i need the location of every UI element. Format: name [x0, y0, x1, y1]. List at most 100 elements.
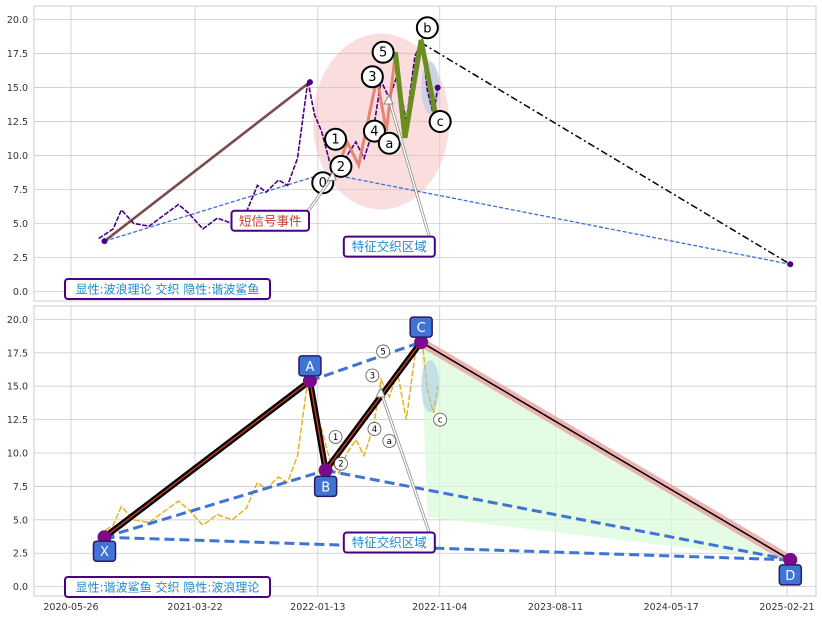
x-tick-label: 2024-05-17: [644, 602, 699, 613]
price-line-bottom: [98, 336, 439, 536]
harmonic-leg-core-XA: [104, 380, 311, 538]
price-line: [98, 36, 439, 240]
interweave-top-arrow-head: [383, 93, 394, 105]
harmonic-dashed-AC: [309, 340, 422, 383]
small-wave-text: 2: [338, 460, 343, 470]
wave-label-text: 0: [319, 176, 327, 191]
endpoint-dot: [101, 238, 108, 245]
wave-label-circle: [377, 131, 401, 155]
wave-label-circle: [371, 40, 395, 64]
small-wave-circle: [365, 368, 380, 383]
small-wave-text: 1: [333, 433, 338, 443]
wave-label-text: 3: [368, 70, 376, 85]
small-wave-text: c: [438, 416, 443, 426]
harmonic-point-B: [318, 463, 333, 478]
legend-text: 显性:波浪理论 交织 隐性:谐波鲨鱼: [76, 282, 260, 297]
y-tick-label: 7.5: [13, 185, 28, 196]
wave-label-text: c: [437, 115, 444, 130]
y-tick-label: 2.5: [13, 549, 28, 560]
harmonic-label-text: X: [100, 545, 109, 560]
wave-label-text: 5: [379, 46, 387, 61]
short-signal-arrow-head: [325, 170, 337, 182]
small-wave-circle: [433, 412, 448, 427]
y-tick-label: 10.0: [7, 151, 28, 162]
small-wave-text: 3: [370, 371, 375, 381]
x-tick-label: 2021-03-22: [167, 602, 222, 613]
y-tick-label: 5.0: [13, 219, 28, 230]
wave-label-text: 2: [337, 160, 345, 175]
short-signal-text: 短信号事件: [239, 213, 302, 228]
small-wave-text: 5: [380, 347, 385, 357]
legend-text-bottom: 显性:谐波鲨鱼 交织 隐性:波浪理论: [76, 580, 260, 595]
y-tick-label: 17.5: [7, 49, 28, 60]
harmonic-label-box: [313, 475, 338, 498]
small-wave-circle: [382, 434, 397, 448]
impulse-wave-line: [334, 52, 397, 176]
endpoint-dot: [306, 79, 313, 86]
y-tick-label: 12.5: [7, 117, 28, 128]
small-wave-circle: [376, 344, 391, 359]
x-tick-label: 2023-08-11: [528, 602, 583, 613]
x-tick-label: 2022-11-04: [412, 602, 467, 613]
correction-wave-line: [393, 39, 439, 139]
y-tick-label: 20.0: [7, 315, 28, 326]
x-tick-label: 2025-02-21: [759, 602, 814, 613]
y-tick-label: 20.0: [7, 15, 28, 26]
small-wave-text: 4: [372, 425, 377, 435]
small-wave-text: a: [387, 437, 392, 447]
interweave-bottom-box: [342, 531, 436, 554]
wave-label-text: b: [423, 21, 431, 36]
short-signal-arrow-core: [307, 175, 334, 212]
y-tick-label: 15.0: [7, 83, 28, 94]
wave-label-circle: [428, 110, 452, 134]
x-tick-label: 2022-01-13: [290, 602, 345, 613]
x-tick-label: 2020-05-26: [43, 602, 98, 613]
legend-box-bottom: [64, 576, 271, 598]
y-tick-label: 12.5: [7, 415, 28, 426]
harmonic-dashed-BD: [325, 468, 791, 562]
short-signal-box: [230, 209, 311, 232]
harmonic-label-text: A: [305, 360, 314, 375]
wave-label-circle: [415, 16, 439, 40]
harmonic-label-text: C: [417, 321, 426, 336]
interweave-top-arrow-core: [388, 98, 431, 237]
harmonic-leg-CD: [420, 341, 791, 561]
wave-label-text: a: [385, 137, 393, 152]
harmonic-dashed-XD: [104, 535, 791, 562]
interweave-bottom-arrow-core: [380, 391, 431, 533]
harmonic-label-box: [778, 564, 803, 586]
wave-label-circle: [360, 65, 384, 89]
harmonic-leg-core-AB: [309, 380, 327, 471]
harmonic-point-C: [414, 335, 429, 350]
y-tick-label: 0.0: [13, 582, 28, 593]
projection-line: [420, 42, 791, 265]
small-wave-circle: [334, 456, 348, 471]
interweave-bottom-text: 特征交织区域: [352, 535, 427, 550]
interweave-top-box: [342, 235, 436, 258]
y-tick-label: 10.0: [7, 449, 28, 460]
harmonic-label-box: [409, 316, 433, 338]
swing-trend-line: [103, 81, 311, 243]
y-tick-label: 2.5: [13, 253, 28, 264]
wave-label-circle: [329, 154, 353, 178]
harmonic-point-A: [302, 373, 317, 388]
legend-box: [64, 278, 271, 300]
harmonic-label-text: D: [785, 569, 795, 584]
y-tick-label: 7.5: [13, 482, 28, 493]
c-wave-ellipse-bottom: [421, 360, 440, 413]
harmonic-dashed-XB: [104, 468, 327, 539]
y-tick-label: 5.0: [13, 515, 28, 526]
interweave-top-text: 特征交织区域: [352, 239, 427, 254]
small-wave-circle: [367, 422, 382, 436]
wave-label-circle: [362, 119, 386, 143]
wave-label-circle: [324, 127, 348, 151]
y-tick-label: 0.0: [13, 287, 28, 298]
interweave-bottom-arrow-head: [375, 386, 386, 398]
y-tick-label: 17.5: [7, 348, 28, 359]
harmonic-label-box: [298, 355, 322, 377]
wave-label-text: 1: [331, 133, 339, 148]
